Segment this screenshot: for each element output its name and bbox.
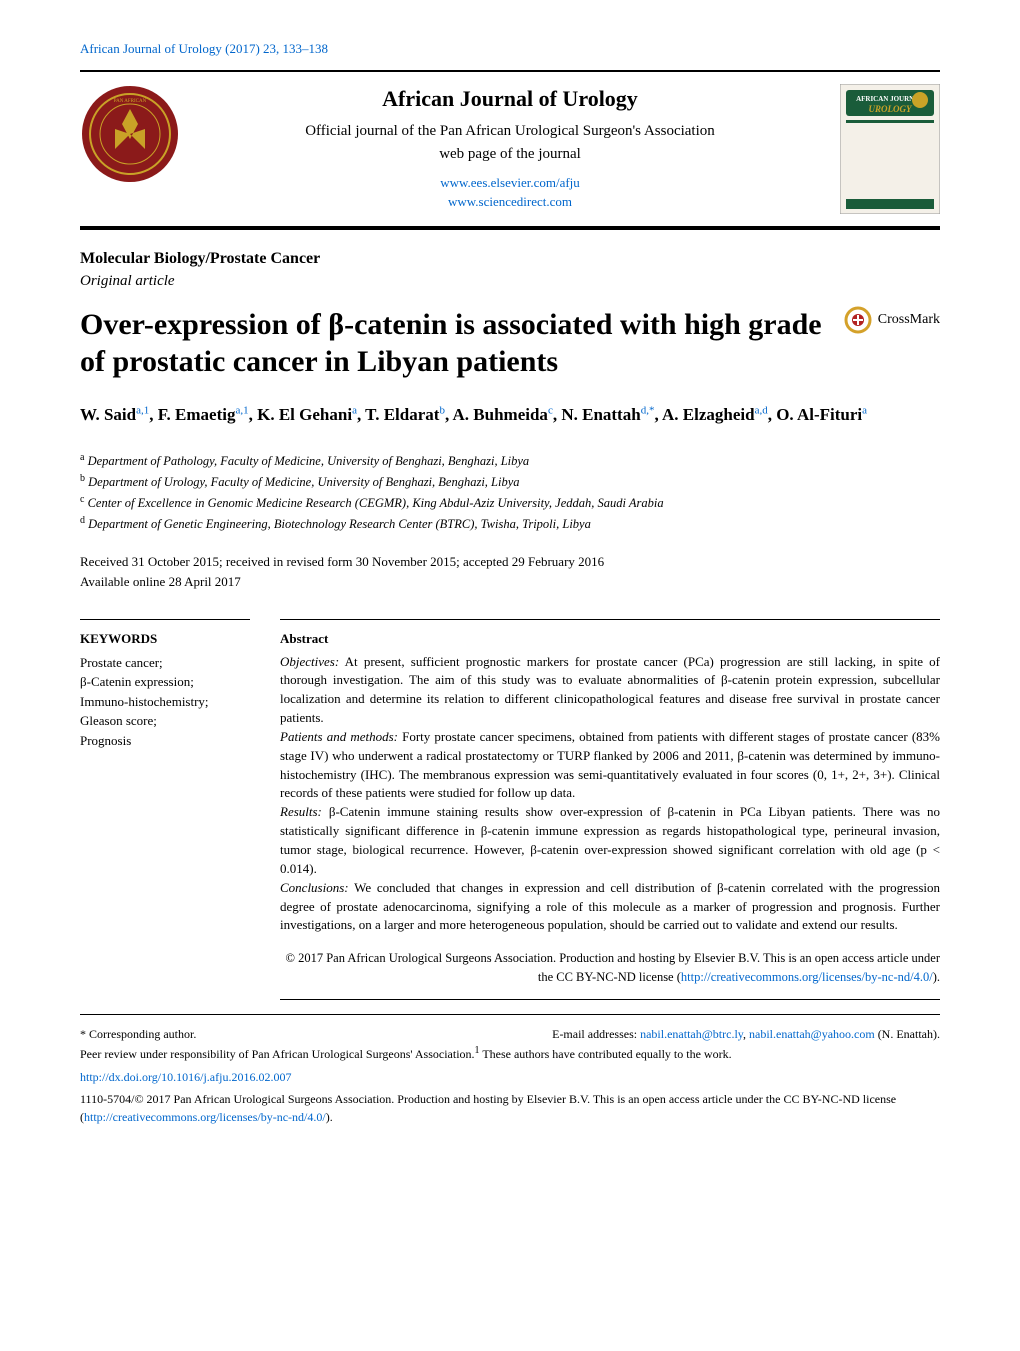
authors-list: W. Saida,1, F. Emaetiga,1, K. El Gehania… — [80, 401, 940, 428]
article-title: Over-expression of β-catenin is associat… — [80, 306, 824, 381]
abstract-column: Abstract Objectives: At present, suffici… — [280, 609, 940, 999]
dates-online: Available online 28 April 2017 — [80, 572, 940, 592]
header-rule-top — [80, 70, 940, 72]
abstract-conclusions: Conclusions: We concluded that changes i… — [280, 879, 940, 936]
corresponding-author-note: * Corresponding author. — [80, 1025, 196, 1043]
keywords-column: KEYWORDS Prostate cancer;β-Catenin expre… — [80, 609, 250, 999]
journal-subtitle-1: Official journal of the Pan African Urol… — [196, 121, 824, 142]
issn-license-note: 1110-5704/© 2017 Pan African Urological … — [80, 1090, 940, 1126]
crossmark-badge[interactable]: CrossMark — [844, 306, 940, 334]
equal-contribution-note: These authors have contributed equally t… — [482, 1047, 731, 1061]
journal-name: African Journal of Urology — [196, 84, 824, 115]
journal-header: PAN AFRICAN African Journal of Urology O… — [80, 76, 940, 222]
affiliations-list: a Department of Pathology, Faculty of Me… — [80, 450, 940, 535]
cc-license-link[interactable]: http://creativecommons.org/licenses/by-n… — [681, 970, 933, 984]
dates-received: Received 31 October 2015; received in re… — [80, 552, 940, 572]
crossmark-icon — [844, 306, 872, 334]
crossmark-label: CrossMark — [878, 310, 940, 330]
top-citation-link[interactable]: African Journal of Urology (2017) 23, 13… — [80, 40, 940, 58]
abstract-patients-methods: Patients and methods: Forty prostate can… — [280, 728, 940, 803]
journal-cover-thumbnail: AFRICAN JOURNAL UROLOGY — [840, 84, 940, 214]
journal-url-1[interactable]: www.ees.elsevier.com/afju — [196, 173, 824, 193]
svg-text:UROLOGY: UROLOGY — [869, 104, 913, 114]
article-dates: Received 31 October 2015; received in re… — [80, 552, 940, 591]
header-rule-bottom — [80, 226, 940, 230]
author-email-2[interactable]: nabil.enattah@yahoo.com — [749, 1027, 875, 1041]
abstract-heading: Abstract — [280, 630, 940, 648]
peer-review-note: Peer review under responsibility of Pan … — [80, 1047, 475, 1061]
article-type: Original article — [80, 271, 940, 292]
abstract-results: Results: β-Catenin immune staining resul… — [280, 803, 940, 878]
abstract-copyright: © 2017 Pan African Urological Surgeons A… — [280, 949, 940, 987]
svg-text:PAN AFRICAN: PAN AFRICAN — [114, 99, 147, 104]
section-label: Molecular Biology/Prostate Cancer — [80, 248, 940, 270]
author-email-1[interactable]: nabil.enattah@btrc.ly — [640, 1027, 743, 1041]
abstract-objectives: Objectives: At present, sufficient progn… — [280, 653, 940, 728]
keywords-list: Prostate cancer;β-Catenin expression;Imm… — [80, 653, 250, 751]
publisher-logo-left: PAN AFRICAN — [80, 84, 180, 184]
journal-header-center: African Journal of Urology Official jour… — [196, 84, 824, 212]
footer-rule — [80, 1014, 940, 1015]
journal-subtitle-2: web page of the journal — [196, 144, 824, 165]
doi-link[interactable]: http://dx.doi.org/10.1016/j.afju.2016.02… — [80, 1069, 940, 1086]
keywords-heading: KEYWORDS — [80, 630, 250, 648]
journal-url-2[interactable]: www.sciencedirect.com — [196, 192, 824, 212]
email-addresses: E-mail addresses: nabil.enattah@btrc.ly,… — [552, 1025, 940, 1043]
cc-license-link-footer[interactable]: http://creativecommons.org/licenses/by-n… — [84, 1110, 326, 1124]
footnotes: * Corresponding author. E-mail addresses… — [80, 1025, 940, 1063]
